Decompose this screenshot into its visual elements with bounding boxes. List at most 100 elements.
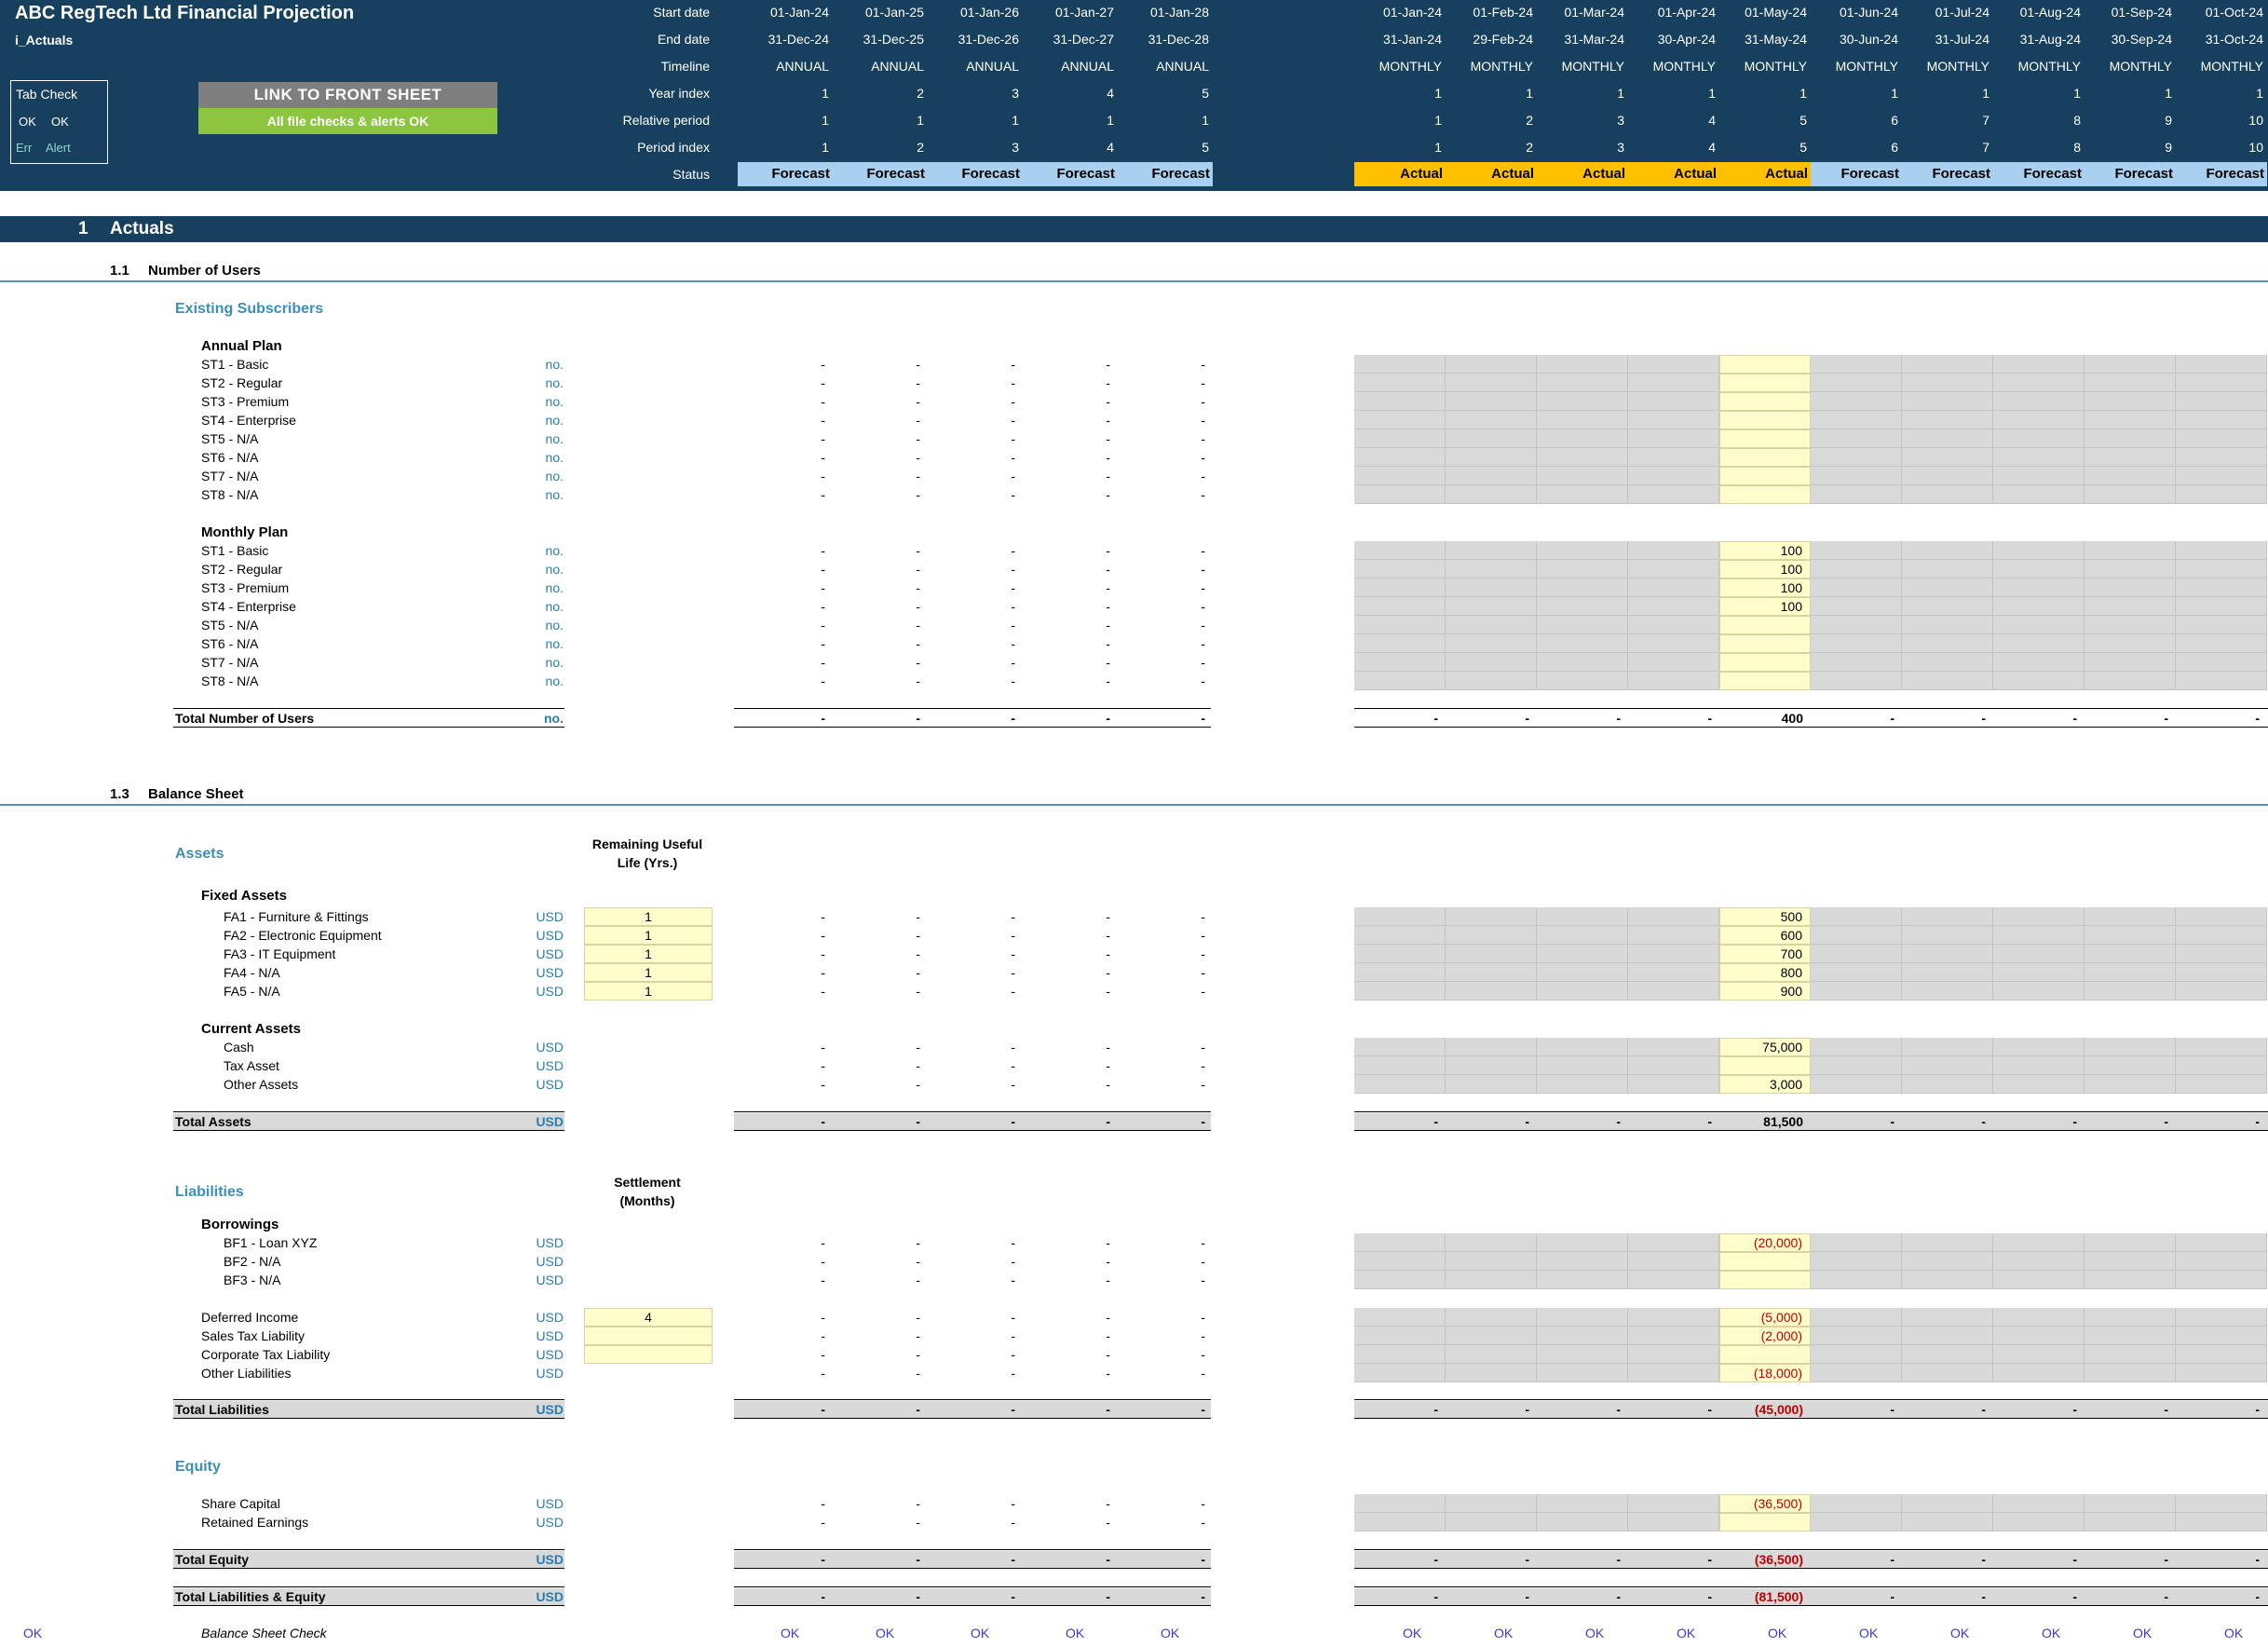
total-monthly-dash: - (1981, 1552, 1986, 1567)
may-input-cell[interactable]: 75,000 (1719, 1038, 1811, 1056)
monthly-grey-cell (1537, 1308, 1628, 1327)
may-input-cell[interactable] (1719, 485, 1811, 504)
monthly-year: 1 (1799, 86, 1807, 101)
side-input-cell[interactable]: 4 (584, 1308, 713, 1327)
may-input-cell[interactable]: (5,000) (1719, 1308, 1811, 1327)
annual-dash: - (1201, 1040, 1205, 1055)
may-input-cell[interactable]: 600 (1719, 926, 1811, 945)
may-input-cell[interactable] (1719, 616, 1811, 634)
side-input-cell[interactable]: 1 (584, 963, 713, 982)
side-input-cell[interactable]: 1 (584, 926, 713, 945)
side-input-cell[interactable]: 1 (584, 907, 713, 926)
may-input-cell[interactable] (1719, 411, 1811, 429)
may-input-cell[interactable] (1719, 467, 1811, 485)
monthly-grey-cell (1811, 926, 1902, 945)
annual-dash: - (916, 965, 920, 980)
monthly-grey-cell (1446, 1327, 1537, 1345)
monthly-rel: 3 (1617, 113, 1624, 128)
annual-dash: - (1201, 636, 1205, 651)
may-input-cell[interactable] (1719, 374, 1811, 392)
monthly-grey-cell (1993, 429, 2085, 448)
side-input-cell[interactable]: 1 (584, 945, 713, 963)
annual-dash: - (1201, 580, 1205, 595)
may-input-cell[interactable]: 100 (1719, 578, 1811, 597)
unit-label: no. (545, 413, 564, 428)
annual-dash: - (1106, 357, 1110, 372)
may-input-cell[interactable] (1719, 355, 1811, 374)
monthly-grey-cell (2176, 1271, 2267, 1289)
monthly-grey-cell (1537, 616, 1628, 634)
monthly-grey-cell (1446, 963, 1537, 982)
may-input-cell[interactable] (1719, 653, 1811, 672)
monthly-grey-cell (1537, 926, 1628, 945)
unit-label: no. (545, 599, 564, 614)
may-input-cell[interactable]: 100 (1719, 597, 1811, 616)
may-input-cell[interactable]: 3,000 (1719, 1075, 1811, 1094)
may-input-cell[interactable] (1719, 429, 1811, 448)
monthly-grey-cell (1811, 374, 1902, 392)
tab-check-ok-2: OK (51, 115, 69, 129)
may-input-cell[interactable]: 700 (1719, 945, 1811, 963)
total-bottom-rule (1354, 727, 2268, 728)
total-top-rule (1354, 708, 2268, 709)
side-input-cell[interactable] (584, 1345, 713, 1364)
link-to-front-sheet-button[interactable]: LINK TO FRONT SHEET (198, 82, 497, 108)
monthly-grey-cell (1628, 448, 1719, 467)
annual-dash: - (1201, 655, 1205, 670)
monthly-grey-cell (1628, 392, 1719, 411)
annual-start: 01-Jan-25 (864, 5, 924, 20)
total-bottom-rule (173, 1605, 564, 1606)
annual-dash: - (1106, 636, 1110, 651)
may-input-cell[interactable] (1719, 634, 1811, 653)
monthly-rel: 5 (1799, 113, 1807, 128)
may-input-cell[interactable]: 500 (1719, 907, 1811, 926)
unit-label: USD (536, 1310, 564, 1325)
annual-dash: - (916, 431, 920, 446)
annual-dash: - (1011, 965, 1015, 980)
unit-label: USD (536, 909, 564, 924)
may-input-cell[interactable] (1719, 1056, 1811, 1075)
monthly-period: 2 (1526, 140, 1533, 155)
may-input-cell[interactable]: 800 (1719, 963, 1811, 982)
unit-label: USD (536, 946, 564, 961)
may-input-cell[interactable]: 100 (1719, 560, 1811, 578)
users-heading-number: 1.1 (110, 263, 129, 279)
monthly-rel: 6 (1891, 113, 1898, 128)
side-input-cell[interactable]: 1 (584, 982, 713, 1000)
may-input-cell[interactable]: (20,000) (1719, 1233, 1811, 1252)
monthly-grey-cell (2085, 1345, 2176, 1364)
may-input-cell[interactable]: 900 (1719, 982, 1811, 1000)
annual-dash: - (1106, 394, 1110, 409)
total-monthly-dash: - (1981, 711, 1986, 726)
total-monthly-dash: - (2255, 1114, 2260, 1129)
may-input-cell[interactable]: (18,000) (1719, 1364, 1811, 1382)
may-input-cell[interactable] (1719, 1345, 1811, 1364)
annual-check-ok: OK (781, 1626, 800, 1640)
annual-rel: 1 (1202, 113, 1209, 128)
monthly-grey-cell (1993, 1345, 2085, 1364)
may-input-cell[interactable]: (36,500) (1719, 1494, 1811, 1513)
may-input-cell[interactable] (1719, 1513, 1811, 1531)
annual-check-ok: OK (971, 1626, 990, 1640)
may-input-cell[interactable]: 100 (1719, 541, 1811, 560)
monthly-grey-cell (2085, 578, 2176, 597)
may-input-cell[interactable] (1719, 1252, 1811, 1271)
annual-plan-row-label: ST2 - Regular (201, 375, 283, 390)
monthly-grey-cell (1446, 1494, 1537, 1513)
monthly-grey-cell (1354, 634, 1446, 653)
may-input-cell[interactable]: (2,000) (1719, 1327, 1811, 1345)
may-input-cell[interactable] (1719, 1271, 1811, 1289)
monthly-grey-cell (1446, 982, 1537, 1000)
total-fill (734, 1551, 1211, 1568)
monthly-grey-cell (1446, 653, 1537, 672)
annual-dash: - (821, 1328, 825, 1343)
monthly-grey-cell (1993, 392, 2085, 411)
annual-year: 2 (917, 86, 924, 101)
may-input-cell[interactable] (1719, 672, 1811, 690)
annual-dash: - (916, 674, 920, 688)
may-input-cell[interactable] (1719, 448, 1811, 467)
may-input-cell[interactable] (1719, 392, 1811, 411)
monthly-timeline: MONTHLY (1561, 59, 1624, 74)
monthly-grey-cell (1628, 578, 1719, 597)
side-input-cell[interactable] (584, 1327, 713, 1345)
